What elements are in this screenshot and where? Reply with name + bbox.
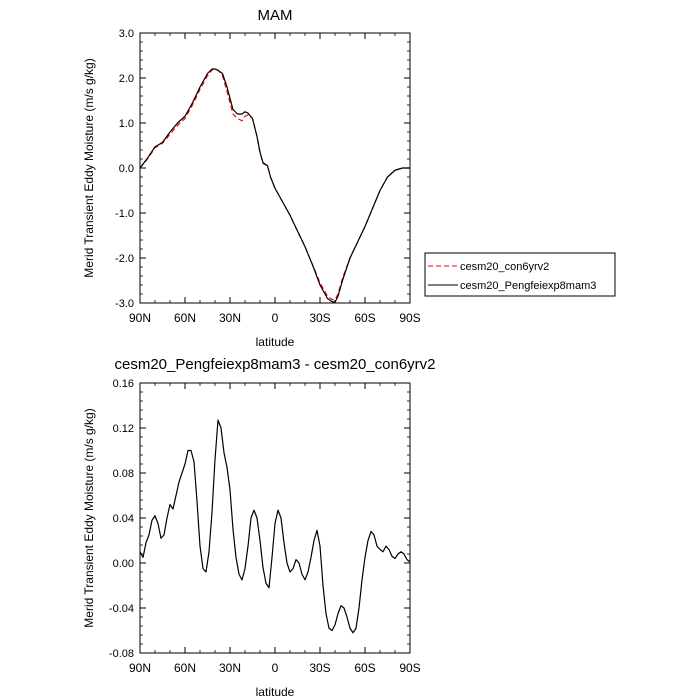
x-tick-label: 60N xyxy=(174,311,196,325)
y-tick-label: 3.0 xyxy=(119,28,134,40)
series-line-0 xyxy=(139,419,411,634)
y-axis-label-bottom: Merid Transient Eddy Moisture (m/s g/kg) xyxy=(82,408,96,627)
series-line-1 xyxy=(139,68,410,303)
y-tick-label: -3.0 xyxy=(115,298,134,310)
y-grid-ticks-top: 3.0 2.0 1.0 0.0 -1.0 -2.0 -3.0 xyxy=(115,28,410,310)
y-tick-label: 0.00 xyxy=(113,558,134,570)
chart-title-top: MAM xyxy=(258,7,293,24)
legend-label-1: cesm20_Pengfeiexp8mam3 xyxy=(460,280,596,292)
legend-box xyxy=(424,252,616,297)
series-bottom xyxy=(139,419,411,634)
chart-panel-bottom: cesm20_Pengfeiexp8mam3 - cesm20_con6yrv2… xyxy=(82,356,436,699)
x-axis-label-top: latitude xyxy=(256,335,295,349)
x-ticks-bottom: 90N 60N 30N 0 30S 60S 90S xyxy=(129,383,421,675)
y-tick-label: -2.0 xyxy=(115,253,134,265)
y-axis-label-top: Merid Transient Eddy Moisture (m/s g/kg) xyxy=(82,58,96,277)
y-grid-ticks-bottom: 0.16 0.12 0.08 0.04 0.00 -0.04 -0.08 xyxy=(109,378,410,660)
x-tick-label: 90S xyxy=(399,661,420,675)
x-tick-label: 90N xyxy=(129,661,151,675)
series-top xyxy=(139,68,410,303)
series-line-0 xyxy=(139,68,410,301)
y-tick-label: 2.0 xyxy=(119,73,134,85)
y-tick-label: 0.12 xyxy=(113,423,134,435)
x-ticks-top: 90N 60N 30N 0 30S 60S 90S xyxy=(129,33,421,325)
y-tick-label: 0.04 xyxy=(113,513,134,525)
x-tick-label: 60N xyxy=(174,661,196,675)
y-tick-label: 0.16 xyxy=(113,378,134,390)
plot-frame-bottom xyxy=(139,382,411,654)
legend-label-0: cesm20_con6yrv2 xyxy=(460,261,549,273)
plot-frame-top xyxy=(139,32,411,304)
legend: cesm20_con6yrv2 cesm20_Pengfeiexp8mam3 xyxy=(424,252,616,297)
y-tick-label: 1.0 xyxy=(119,118,134,130)
x-tick-label: 30S xyxy=(309,311,330,325)
x-tick-label: 30N xyxy=(219,661,241,675)
x-tick-label: 90N xyxy=(129,311,151,325)
x-tick-label: 0 xyxy=(272,311,279,325)
chart-title-bottom: cesm20_Pengfeiexp8mam3 - cesm20_con6yrv2 xyxy=(115,356,436,373)
x-tick-label: 30N xyxy=(219,311,241,325)
y-tick-label: 0.08 xyxy=(113,468,134,480)
x-tick-label: 60S xyxy=(354,311,375,325)
x-tick-label: 30S xyxy=(309,661,330,675)
x-axis-label-bottom: latitude xyxy=(256,685,295,699)
y-tick-label: -0.04 xyxy=(109,603,134,615)
x-tick-label: 60S xyxy=(354,661,375,675)
x-tick-label: 0 xyxy=(272,661,279,675)
y-tick-label: 0.0 xyxy=(119,163,134,175)
x-tick-label: 90S xyxy=(399,311,420,325)
y-tick-label: -0.08 xyxy=(109,648,134,660)
chart-panel-top: MAM 3.02.01.00.0-1.0-2.0-3.0 90N 60N 30N 0 3… xyxy=(82,7,421,349)
y-tick-label: -1.0 xyxy=(115,208,134,220)
